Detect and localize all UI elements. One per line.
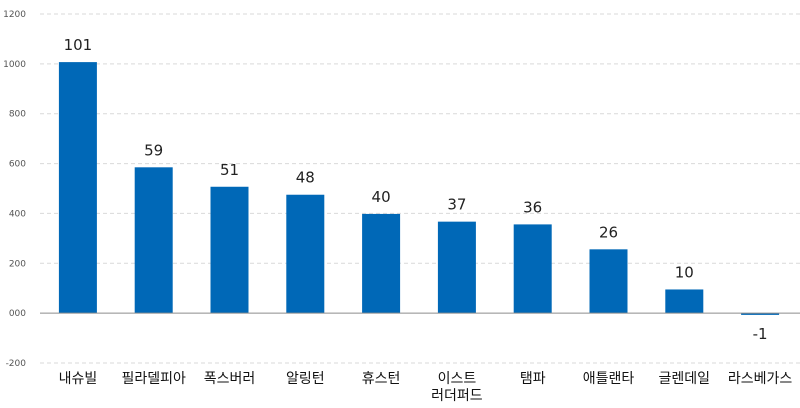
bar: [210, 186, 249, 314]
x-tick-label: 휴스턴: [362, 371, 401, 387]
bar: [286, 194, 325, 314]
x-tick-label: 폭스버러: [204, 371, 256, 387]
y-tick-label: 1000: [3, 60, 26, 70]
data-label: -1: [753, 325, 768, 343]
y-tick-label: -200: [6, 359, 27, 369]
bar: [362, 213, 401, 314]
bars: [58, 62, 780, 315]
bar: [589, 249, 628, 314]
y-tick-label: 200: [9, 259, 26, 269]
data-label: 51: [220, 161, 239, 179]
x-tick-label: 라스베가스: [728, 371, 793, 387]
y-tick-label: 000: [9, 309, 26, 319]
data-label: 48: [296, 169, 315, 187]
bar: [741, 313, 780, 315]
data-label: 40: [372, 188, 391, 206]
data-label: 59: [144, 141, 163, 159]
data-label: 26: [599, 223, 618, 241]
data-label: 10: [675, 263, 694, 281]
bar: [665, 289, 704, 314]
y-tick-label: 600: [9, 160, 26, 170]
bar: [58, 62, 97, 314]
y-tick-label: 1200: [3, 10, 26, 20]
x-tick-label: 애틀랜타: [583, 371, 635, 387]
data-label: 37: [447, 196, 466, 214]
y-axis-ticks: -200 000 200 400 600 800 1000 1200: [3, 10, 26, 369]
data-label: 101: [64, 36, 93, 54]
bar: [134, 167, 173, 314]
bar: [513, 224, 552, 314]
bar: [437, 221, 476, 314]
x-tick-label: 알링턴: [286, 371, 325, 387]
x-tick-label: 이스트 러더퍼드: [431, 371, 483, 404]
y-tick-label: 800: [9, 110, 26, 120]
x-axis-labels: 내슈빌 필라델피아 폭스버러 알링턴 휴스턴 이스트 러더퍼드 탬파 애틀랜타 글렌데일 라스베가스: [59, 371, 793, 404]
y-tick-label: 400: [9, 209, 26, 219]
x-tick-label: 내슈빌: [59, 371, 98, 387]
data-label: 36: [523, 198, 542, 216]
data-labels: 101 59 51 48 40 37 36 26 10 -1: [64, 36, 768, 343]
x-tick-label: 탬파: [520, 371, 546, 387]
x-tick-label: 필라델피아: [121, 371, 186, 387]
x-tick-label: 글렌데일: [659, 371, 711, 387]
